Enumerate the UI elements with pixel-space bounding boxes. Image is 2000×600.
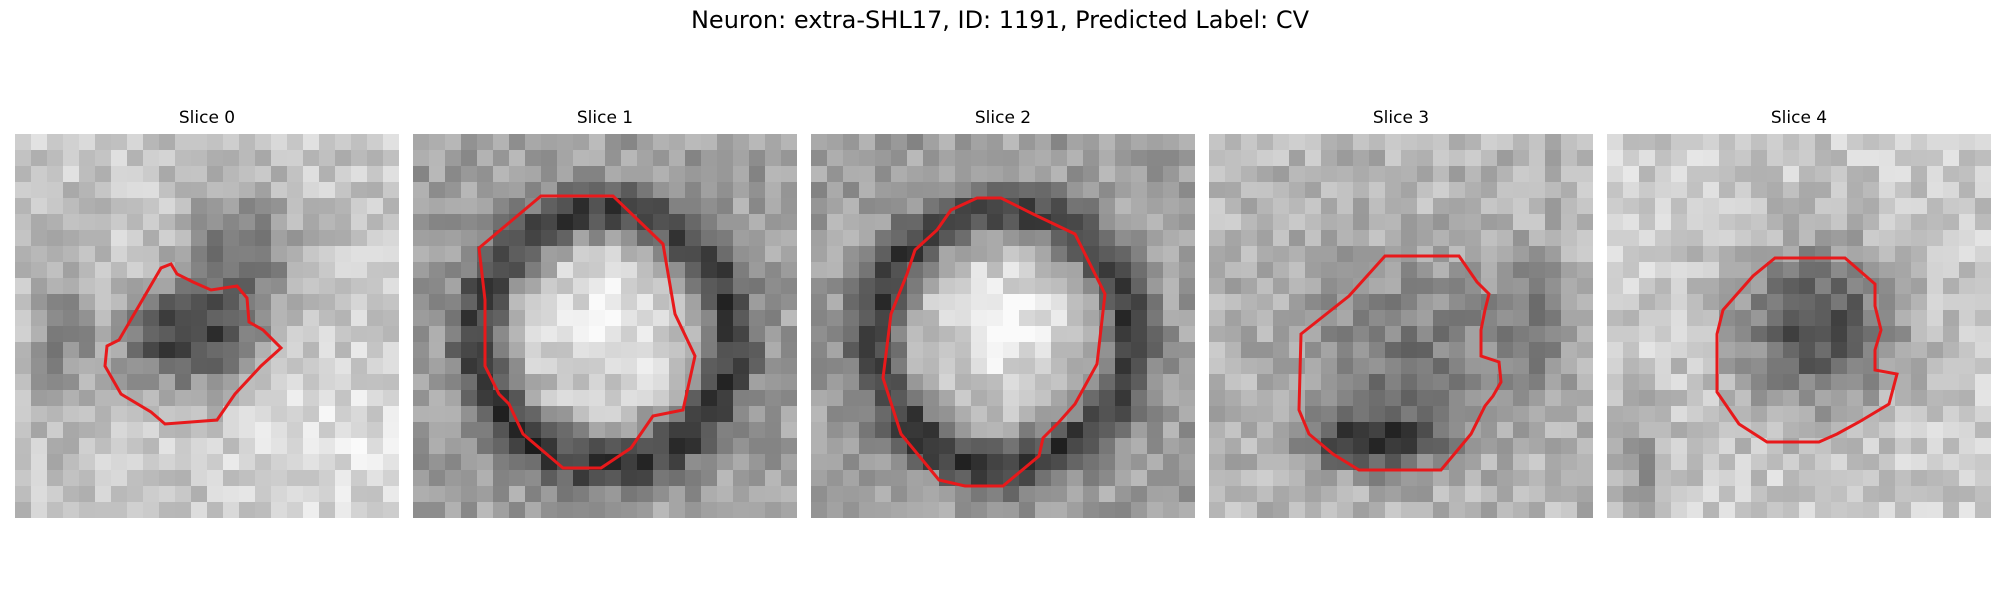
figure-title: Neuron: extra-SHL17, ID: 1191, Predicted… <box>690 6 1310 34</box>
segmentation-contour <box>103 262 284 426</box>
slice-title: Slice 0 <box>178 108 236 128</box>
slice-image <box>413 134 797 518</box>
slice-title: Slice 4 <box>1770 108 1828 128</box>
segmentation-contour <box>1297 254 1503 472</box>
segmentation-contour <box>881 196 1107 488</box>
slice-image <box>1209 134 1593 518</box>
slice-image <box>1607 134 1991 518</box>
segmentation-contour <box>477 194 697 470</box>
slice-image <box>811 134 1195 518</box>
slice-title: Slice 3 <box>1372 108 1430 128</box>
segmentation-contour <box>1715 256 1899 444</box>
slice-image <box>15 134 399 518</box>
slice-title: Slice 2 <box>974 108 1032 128</box>
slice-title: Slice 1 <box>576 108 634 128</box>
